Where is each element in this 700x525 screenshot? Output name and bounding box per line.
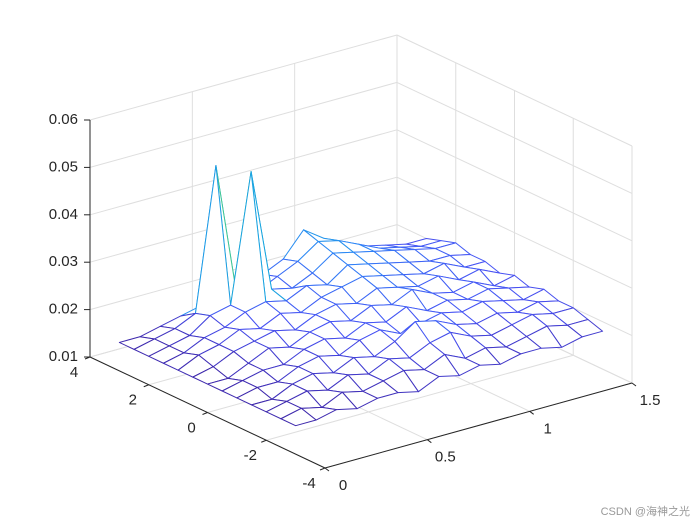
x-tick	[631, 382, 637, 387]
mesh-cell	[280, 407, 317, 427]
z-tick-label: 0.06	[49, 111, 78, 128]
x-tick	[529, 410, 534, 415]
y-tick-label: -4	[302, 475, 315, 492]
z-tick-label: 0.05	[49, 158, 78, 175]
y-tick-label: -2	[244, 447, 257, 464]
z-tick-label: 0.03	[49, 253, 78, 270]
grid-line	[266, 354, 574, 441]
x-tick-label: 0	[339, 477, 347, 494]
y-tick	[143, 384, 149, 388]
grid-line	[89, 81, 398, 168]
x-tick-label: 1	[543, 420, 551, 437]
y-tick	[319, 467, 326, 471]
x-tick-label: 1.5	[640, 392, 661, 409]
y-tick-label: 2	[129, 392, 137, 409]
watermark: CSDN @海神之光	[601, 504, 690, 518]
x-tick	[427, 439, 432, 444]
y-tick	[202, 412, 208, 415]
z-tick-label: 0.01	[49, 348, 78, 365]
grid-line	[89, 34, 398, 121]
y-tick-label: 0	[187, 419, 195, 436]
x-tick	[324, 467, 330, 472]
z-tick-label: 0.04	[49, 206, 78, 223]
grid-line	[89, 129, 398, 216]
y-tick-label: 4	[70, 364, 78, 381]
z-tick-label: 0.02	[49, 301, 78, 318]
y-tick	[261, 439, 267, 443]
x-axis	[324, 382, 633, 469]
x-tick-label: 0.5	[435, 449, 456, 466]
y-tick	[84, 356, 91, 360]
